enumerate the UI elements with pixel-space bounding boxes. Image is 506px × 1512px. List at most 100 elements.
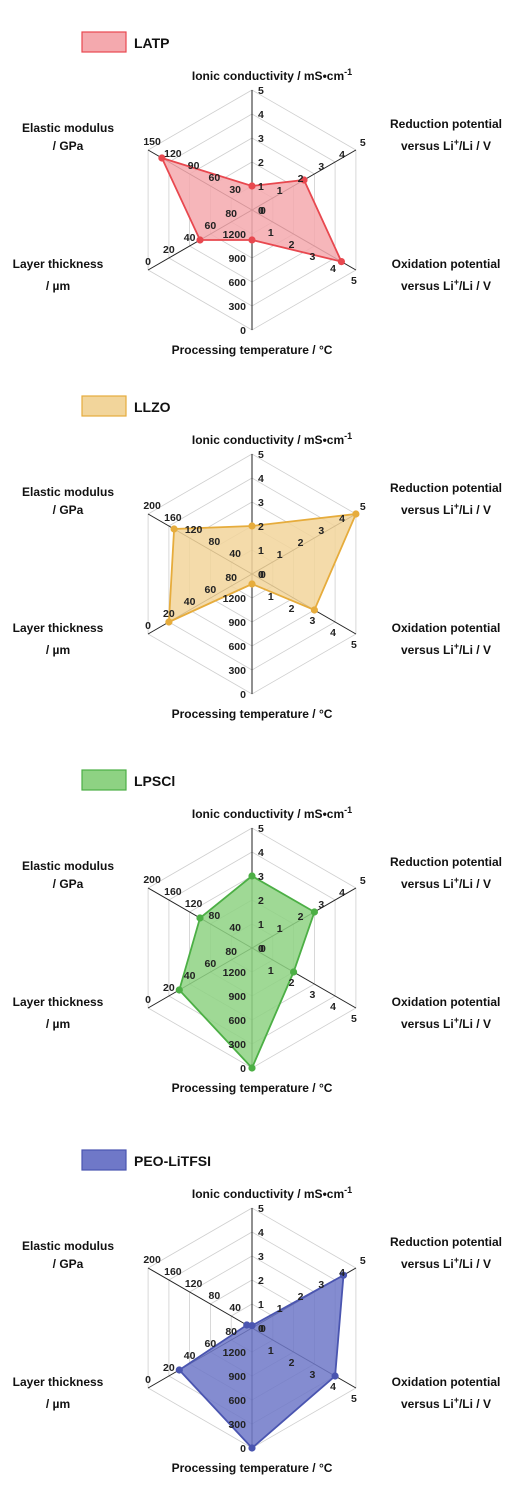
tick-label: 80 (225, 946, 237, 958)
data-point (248, 1444, 256, 1452)
axis-title-elastic-modulus: Elastic modulus (22, 859, 114, 873)
tick-label: 1 (268, 965, 274, 977)
tick-label: 40 (184, 232, 196, 244)
tick-label: 5 (360, 875, 366, 887)
axis-title-oxidation-potential: Oxidation potential (392, 995, 501, 1009)
tick-label: 2 (258, 1275, 264, 1287)
tick-label: 3 (318, 161, 324, 173)
axis-title-elastic-modulus: / GPa (53, 503, 84, 517)
axis-spoke (147, 1267, 253, 1329)
tick-label: 60 (205, 1338, 217, 1350)
tick-label: 30 (229, 184, 241, 196)
tick-label: 300 (228, 301, 246, 313)
tick-label: 3 (258, 1251, 264, 1263)
axis-title-layer-thickness: Layer thickness (13, 257, 104, 271)
tick-label: 4 (258, 1227, 264, 1239)
axis-title-oxidation-potential: Oxidation potential (392, 621, 501, 635)
tick-label: 1 (258, 1299, 264, 1311)
tick-label: 1 (258, 919, 264, 931)
tick-label: 2 (258, 895, 264, 907)
tick-label: 80 (225, 572, 237, 584)
tick-label: 120 (164, 148, 182, 160)
data-point (196, 914, 204, 922)
axis-title-reduction-potential: Reduction potential (390, 1235, 502, 1249)
tick-label: 160 (164, 512, 182, 524)
tick-label: 4 (330, 1381, 336, 1393)
tick-label: 2 (289, 1357, 295, 1369)
data-point (300, 176, 308, 184)
tick-label: 5 (351, 639, 357, 651)
tick-label: 4 (258, 847, 264, 859)
axis-title-layer-thickness: / µm (46, 1397, 70, 1411)
axis-title-ionic-conductivity: Ionic conductivity / mS•cm-1 (192, 1185, 352, 1201)
axis-title-elastic-modulus: Elastic modulus (22, 121, 114, 135)
tick-label: 200 (143, 1254, 161, 1266)
tick-label: 1200 (223, 229, 247, 241)
tick-label: 600 (228, 277, 246, 289)
tick-label: 2 (258, 521, 264, 533)
tick-label: 0 (260, 569, 266, 581)
axis-title-ionic-conductivity: Ionic conductivity / mS•cm-1 (192, 67, 352, 83)
tick-label: 3 (318, 525, 324, 537)
axis-title-layer-thickness: Layer thickness (13, 995, 104, 1009)
tick-label: 5 (360, 501, 366, 513)
tick-label: 1200 (223, 593, 247, 605)
legend-label: PEO-LiTFSI (134, 1153, 211, 1169)
tick-label: 5 (360, 137, 366, 149)
data-point (337, 258, 345, 266)
data-point (170, 525, 178, 533)
tick-label: 0 (258, 569, 264, 581)
tick-label: 160 (164, 886, 182, 898)
tick-label: 900 (228, 617, 246, 629)
tick-label: 1 (268, 591, 274, 603)
tick-label: 1 (268, 1345, 274, 1357)
tick-label: 2 (298, 911, 304, 923)
legend-label: LLZO (134, 399, 171, 415)
tick-label: 0 (258, 1323, 264, 1335)
tick-label: 2 (258, 157, 264, 169)
axis-title-layer-thickness: / µm (46, 643, 70, 657)
tick-label: 5 (258, 449, 264, 461)
tick-label: 200 (143, 874, 161, 886)
axis-title-reduction-potential: Reduction potential (390, 855, 502, 869)
tick-label: 120 (185, 524, 203, 536)
tick-label: 5 (258, 85, 264, 97)
axis-title-elastic-modulus: / GPa (53, 877, 84, 891)
tick-label: 900 (228, 253, 246, 265)
tick-label: 2 (298, 173, 304, 185)
tick-label: 40 (229, 922, 241, 934)
tick-label: 4 (339, 887, 345, 899)
tick-label: 80 (209, 910, 221, 922)
tick-label: 300 (228, 1039, 246, 1051)
tick-label: 0 (260, 205, 266, 217)
tick-label: 4 (339, 149, 345, 161)
tick-label: 200 (143, 500, 161, 512)
tick-label: 40 (229, 548, 241, 560)
tick-label: 160 (164, 1266, 182, 1278)
tick-label: 90 (188, 160, 200, 172)
tick-label: 900 (228, 1371, 246, 1383)
tick-label: 600 (228, 1395, 246, 1407)
tick-label: 80 (225, 208, 237, 220)
tick-label: 5 (351, 1393, 357, 1405)
axis-title-reduction-potential: versus Li+/Li / V (401, 875, 491, 891)
axis-title-reduction-potential: versus Li+/Li / V (401, 137, 491, 153)
data-point (175, 1366, 183, 1374)
axis-title-processing-temperature: Processing temperature / °C (172, 707, 333, 721)
tick-label: 4 (330, 627, 336, 639)
axis-title-reduction-potential: Reduction potential (390, 481, 502, 495)
tick-label: 80 (209, 1290, 221, 1302)
axis-title-elastic-modulus: / GPa (53, 1257, 84, 1271)
tick-label: 5 (351, 1013, 357, 1025)
tick-label: 0 (145, 256, 151, 268)
tick-label: 1 (258, 181, 264, 193)
tick-label: 60 (205, 584, 217, 596)
radar-lpscl: 0123450123451234512009006003000806040200… (13, 769, 502, 1095)
tick-label: 3 (258, 871, 264, 883)
data-point (158, 154, 166, 162)
tick-label: 600 (228, 641, 246, 653)
tick-label: 1200 (223, 967, 247, 979)
tick-label: 80 (225, 1326, 237, 1338)
tick-label: 2 (298, 1291, 304, 1303)
